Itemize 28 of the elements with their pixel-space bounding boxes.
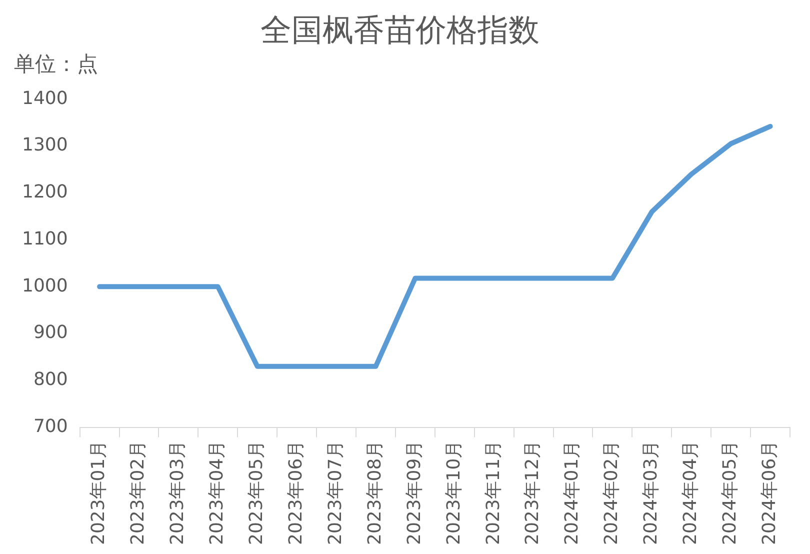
x-tick-label: 2023年06月 [285,440,306,546]
y-tick-label: 900 [33,322,68,344]
y-tick-label: 800 [33,369,68,390]
x-tick-label: 2023年04月 [206,440,228,546]
chart-title: 全国枫香苗价格指数 [260,12,540,49]
y-tick-label: 1100 [22,228,68,250]
x-tick-label: 2024年01月 [562,440,583,546]
y-tick-label: 1300 [22,134,68,156]
x-tick-label: 2024年06月 [758,440,780,546]
x-tick-label: 2023年03月 [167,440,188,546]
x-tick-label: 2023年11月 [482,440,504,546]
x-tick-label: 2024年04月 [680,440,702,546]
x-tick-label: 2023年02月 [128,440,149,546]
x-tick-label: 2024年03月 [640,440,662,546]
y-axis-title: 单位：点 [14,51,98,78]
x-tick-label: 2024年05月 [719,440,740,546]
x-tick-label: 2023年12月 [522,440,544,546]
x-tick-label: 2023年08月 [364,440,386,546]
y-tick-label: 1400 [22,88,68,109]
y-tick-label: 1000 [22,275,68,296]
x-tick-label: 2023年05月 [246,440,268,546]
x-tick-label: 2023年09月 [404,440,425,546]
x-tick-label: 2023年07月 [324,440,346,546]
y-tick-label: 1200 [22,182,68,203]
x-tick-label: 2023年01月 [88,440,110,546]
x-tick-label: 2024年02月 [601,440,622,546]
x-tick-label: 2023年10月 [443,440,464,546]
y-tick-label: 700 [33,416,68,437]
